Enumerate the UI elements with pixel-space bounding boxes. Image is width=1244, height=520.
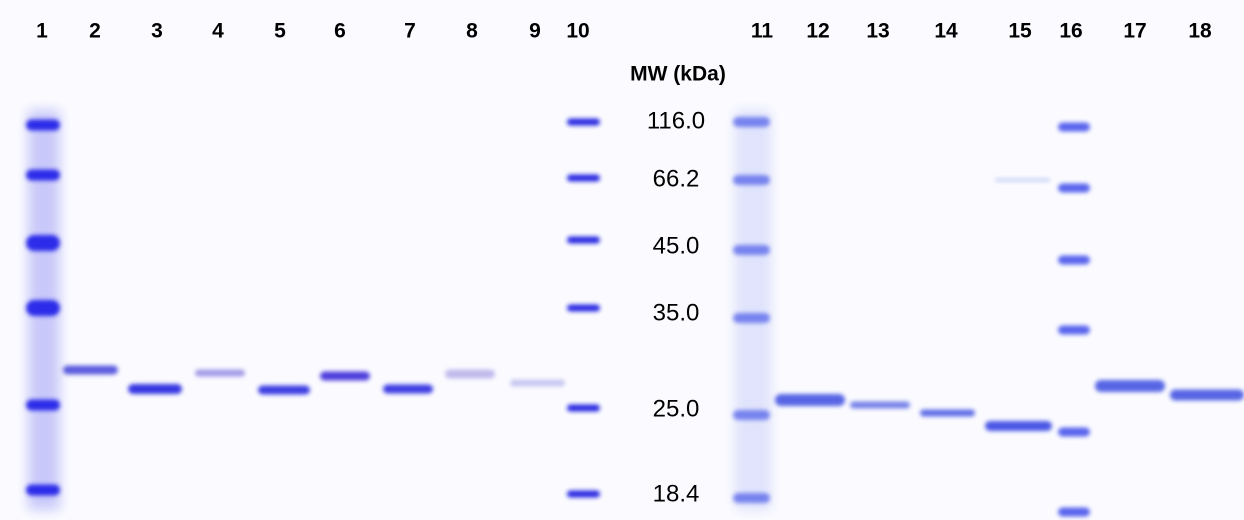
band	[1095, 380, 1165, 392]
lane-number: 6	[334, 20, 346, 43]
lane-number: 18	[1188, 20, 1212, 43]
band	[920, 410, 975, 417]
lane-number: 7	[404, 20, 416, 43]
band	[567, 237, 600, 244]
gel-background	[0, 0, 1244, 520]
band	[850, 402, 910, 409]
band	[26, 120, 60, 131]
band	[26, 485, 60, 496]
band	[258, 386, 310, 395]
mw-title: MW (kDa)	[630, 63, 726, 86]
band	[733, 493, 770, 503]
band	[567, 491, 600, 498]
band	[63, 366, 118, 375]
band	[445, 370, 495, 379]
band	[383, 385, 433, 394]
lane-number: 16	[1059, 20, 1082, 43]
band	[567, 119, 600, 126]
lane-number: 1	[36, 20, 48, 43]
lane-number: 14	[934, 20, 958, 43]
band	[567, 305, 600, 312]
band	[995, 179, 1050, 182]
band	[985, 421, 1052, 431]
band	[567, 405, 600, 412]
band	[1058, 256, 1090, 265]
band	[1058, 123, 1090, 132]
band	[733, 410, 770, 420]
band	[510, 380, 565, 387]
band	[320, 372, 370, 381]
band	[733, 175, 770, 185]
lane-number: 4	[212, 20, 224, 43]
lane-number: 10	[566, 20, 589, 43]
band	[1058, 184, 1090, 193]
band	[128, 384, 182, 394]
band	[195, 370, 245, 377]
band	[567, 175, 600, 182]
gel-figure: MW (kDa) 123456789101112131415161718116.…	[0, 0, 1244, 520]
band	[26, 235, 60, 251]
lane-number: 3	[151, 20, 163, 43]
lane-number: 17	[1123, 20, 1146, 43]
band	[733, 117, 770, 127]
band	[26, 170, 60, 181]
mw-label: 66.2	[653, 165, 700, 192]
band	[1170, 390, 1244, 401]
band	[733, 245, 770, 255]
lane-number: 13	[866, 20, 889, 43]
band	[775, 394, 845, 406]
band	[733, 313, 770, 323]
lane-number: 8	[466, 20, 478, 43]
lane-number: 9	[529, 20, 541, 43]
band	[26, 300, 60, 316]
mw-label: 25.0	[653, 395, 700, 422]
band	[1058, 428, 1090, 437]
lane-number: 11	[751, 20, 774, 43]
mw-label: 116.0	[647, 107, 705, 134]
lane-number: 2	[89, 20, 101, 43]
mw-label: 35.0	[653, 299, 700, 326]
mw-label: 45.0	[653, 232, 700, 259]
lane-number: 12	[806, 20, 829, 43]
band	[1058, 508, 1090, 517]
lane-number: 15	[1008, 20, 1032, 43]
mw-label: 18.4	[653, 480, 700, 507]
lane-number: 5	[274, 20, 286, 43]
band	[1058, 326, 1090, 335]
band	[26, 400, 60, 411]
